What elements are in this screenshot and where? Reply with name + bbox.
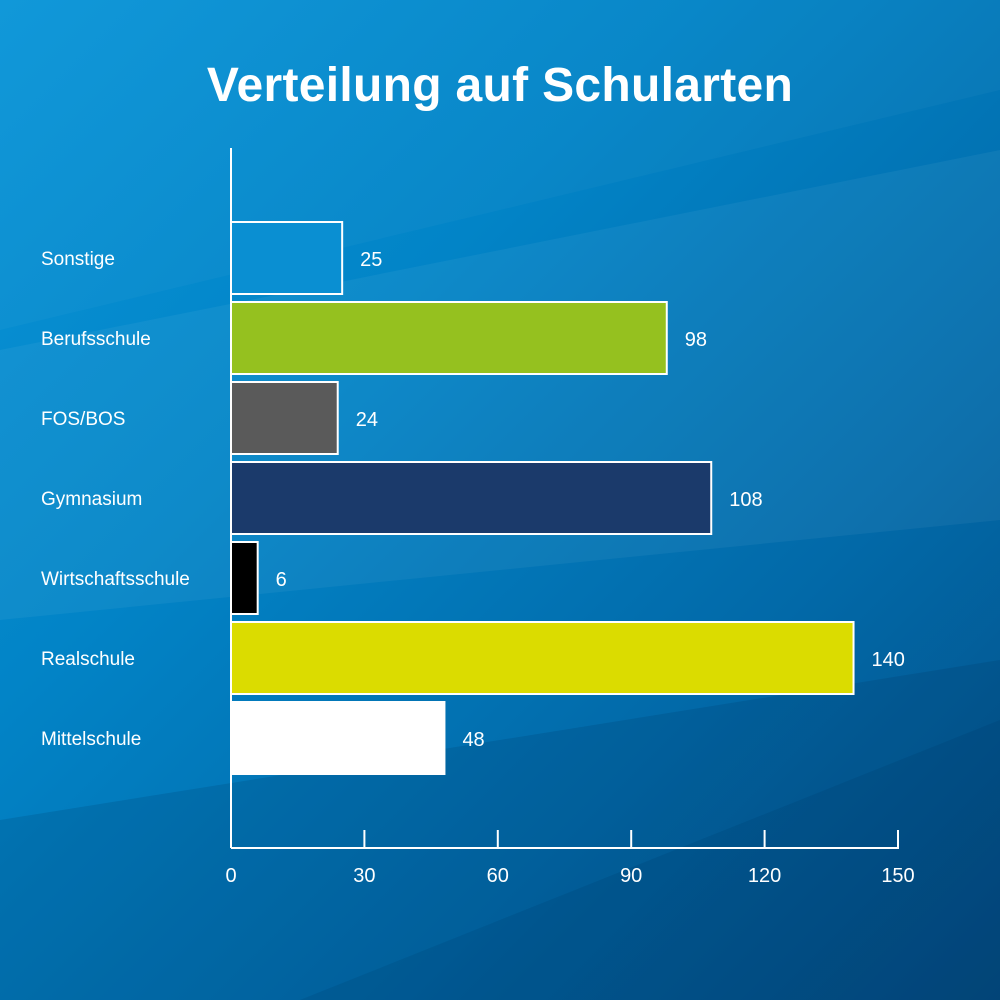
bar-1	[230, 301, 668, 375]
category-label-2: FOS/BOS	[41, 409, 125, 430]
value-label-2: 24	[356, 409, 378, 431]
chart-title: Verteilung auf Schularten	[206, 59, 794, 112]
labels-layer: Sonstige 25 Berufsschule 98 FOS/BOS 24 Gymnasi…	[41, 249, 915, 887]
bar-6	[230, 701, 446, 775]
x-tick-label-3: 90	[620, 865, 642, 887]
x-tick-label-2: 60	[487, 865, 509, 887]
category-label-5: Realschule	[41, 649, 135, 670]
category-label-4: Wirtschaftsschule	[41, 569, 190, 590]
x-tick-label-0: 0	[225, 865, 236, 887]
category-label-6: Mittelschule	[41, 729, 141, 750]
value-label-3: 108	[729, 489, 762, 511]
value-label-4: 6	[276, 569, 287, 591]
bar-5	[230, 621, 855, 695]
axis-layer	[230, 148, 899, 849]
bar-3	[230, 461, 713, 535]
category-label-0: Sonstige	[41, 249, 115, 270]
bar-4	[230, 541, 259, 615]
x-tick-label-4: 120	[748, 865, 781, 887]
x-tick-label-1: 30	[353, 865, 375, 887]
category-label-3: Gymnasium	[41, 489, 142, 510]
bars-layer	[230, 221, 855, 775]
value-label-1: 98	[685, 329, 707, 351]
bar-0	[230, 221, 344, 295]
category-label-1: Berufsschule	[41, 329, 151, 350]
x-tick-label-5: 150	[881, 865, 914, 887]
value-label-5: 140	[872, 649, 905, 671]
value-label-0: 25	[360, 249, 382, 271]
value-label-6: 48	[462, 729, 484, 751]
bar-2	[230, 381, 339, 455]
